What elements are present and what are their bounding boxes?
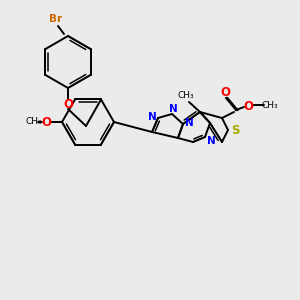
Text: S: S [231, 124, 239, 136]
Text: CH₃: CH₃ [26, 118, 42, 127]
Text: O: O [41, 116, 51, 128]
Text: N: N [169, 104, 177, 114]
Text: O: O [220, 85, 230, 98]
Text: Br: Br [50, 14, 63, 24]
Text: N: N [148, 112, 156, 122]
Text: O: O [243, 100, 253, 112]
Text: CH₃: CH₃ [178, 92, 194, 100]
Text: N: N [207, 136, 215, 146]
Text: CH₃: CH₃ [262, 100, 278, 109]
Text: N: N [184, 118, 194, 128]
Text: O: O [63, 98, 73, 110]
